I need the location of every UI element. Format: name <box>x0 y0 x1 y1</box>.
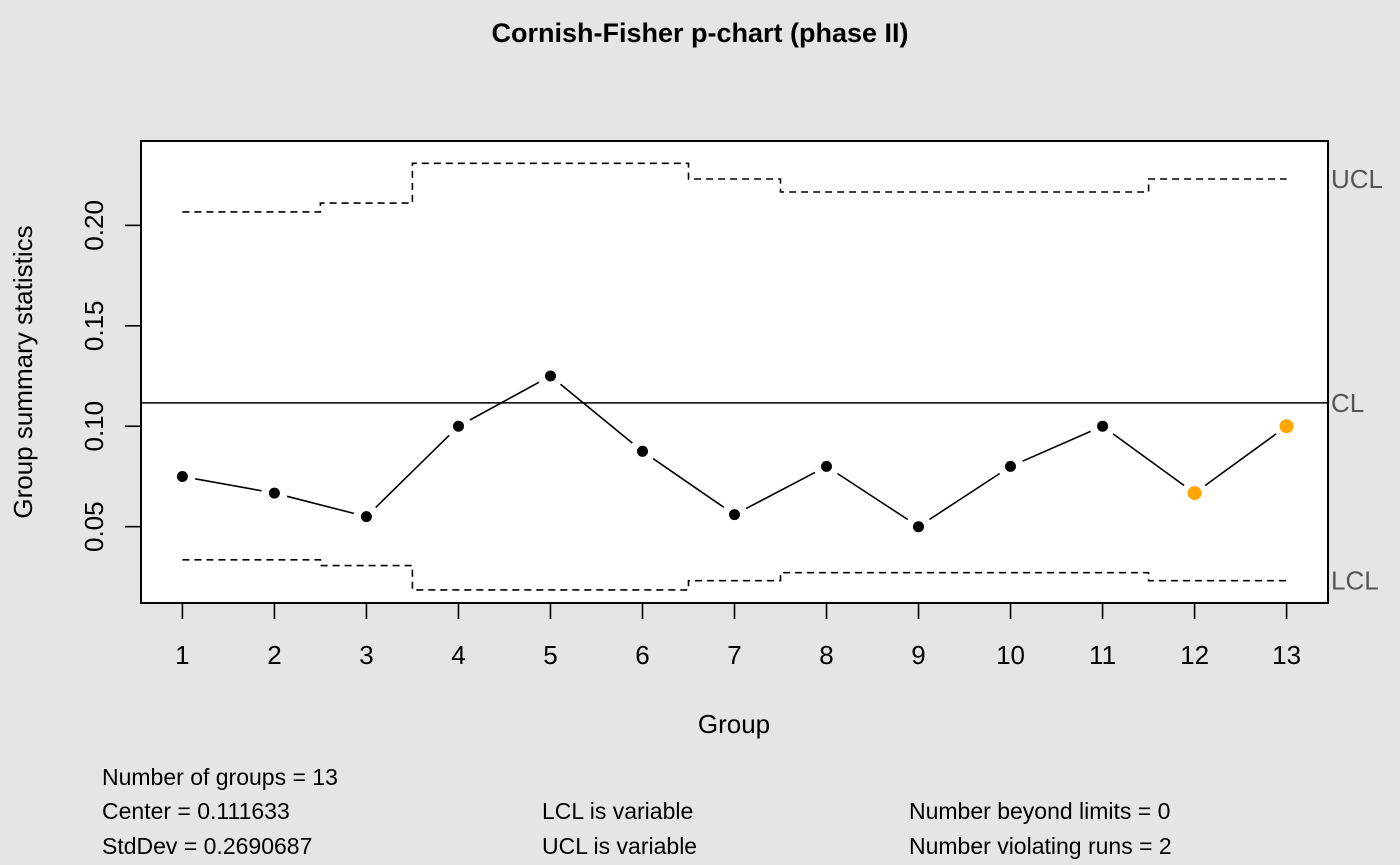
ucl-line <box>182 162 1287 213</box>
plot-area <box>141 141 1328 603</box>
data-point <box>729 509 740 521</box>
x-axis: 1 2 3 4 5 6 7 8 9 10 11 12 13 <box>175 603 1301 670</box>
x-tick-label: 6 <box>635 640 649 670</box>
x-axis-label: Group <box>698 709 770 739</box>
limit-labels: UCL CL LCL <box>1331 164 1383 596</box>
data-line-segment <box>1204 433 1277 487</box>
stat-beyond-limits: Number beyond limits = 0 <box>909 798 1171 824</box>
lcl-label: LCL <box>1331 566 1379 596</box>
data-line-segment <box>469 381 540 421</box>
y-axis-label: Group summary statistics <box>8 225 38 518</box>
y-tick-label: 0.15 <box>79 300 109 351</box>
stat-ucl: UCL is variable <box>542 833 698 859</box>
data-point <box>545 370 556 382</box>
stat-lcl: LCL is variable <box>542 798 694 824</box>
data-line-segment <box>745 471 816 510</box>
x-tick-label: 9 <box>911 640 925 670</box>
y-tick-label: 0.20 <box>79 200 109 251</box>
control-limits <box>141 162 1328 591</box>
stat-violating-runs: Number violating runs = 2 <box>909 833 1172 859</box>
chart-title: Cornish-Fisher p-chart (phase II) <box>491 18 909 48</box>
data-line-segment <box>1022 430 1091 462</box>
data-line-segment <box>652 458 725 508</box>
data-line-segment <box>928 472 1001 521</box>
stat-stddev: StdDev = 0.2690687 <box>102 833 313 859</box>
data-line-segment <box>375 434 450 509</box>
data-points <box>176 370 1294 533</box>
x-tick-label: 13 <box>1272 640 1301 670</box>
x-tick-label: 8 <box>819 640 833 670</box>
x-tick-label: 3 <box>359 640 373 670</box>
y-axis: 0.05 0.10 0.15 0.20 <box>79 200 141 552</box>
x-tick-label: 5 <box>543 640 557 670</box>
y-tick-label: 0.10 <box>79 401 109 452</box>
cl-label: CL <box>1331 388 1364 418</box>
x-tick-label: 10 <box>996 640 1025 670</box>
data-point <box>1097 420 1109 432</box>
data-point <box>821 460 832 472</box>
data-line-segment <box>836 472 909 521</box>
x-tick-label: 2 <box>267 640 281 670</box>
data-line <box>195 381 1277 521</box>
y-tick-label: 0.05 <box>79 501 109 552</box>
data-point <box>268 487 280 499</box>
lcl-line <box>182 559 1287 591</box>
x-tick-label: 11 <box>1089 640 1116 670</box>
data-line-segment <box>195 478 262 492</box>
violating-point <box>1187 486 1202 501</box>
data-line-segment <box>286 495 354 515</box>
data-line-segment <box>1112 433 1185 487</box>
data-point <box>1005 460 1016 472</box>
x-tick-label: 1 <box>175 640 189 670</box>
stat-number-of-groups: Number of groups = 13 <box>102 764 338 790</box>
data-line-segment <box>559 383 633 444</box>
data-point <box>360 511 372 523</box>
ucl-label: UCL <box>1331 164 1383 194</box>
data-point <box>176 471 188 482</box>
data-point <box>453 420 464 432</box>
x-tick-label: 7 <box>727 640 741 670</box>
x-tick-label: 4 <box>451 640 465 670</box>
stat-center: Center = 0.111633 <box>102 798 290 824</box>
data-point <box>913 521 924 533</box>
data-point <box>637 445 648 457</box>
violating-point <box>1279 419 1294 434</box>
x-tick-label: 12 <box>1180 640 1209 670</box>
